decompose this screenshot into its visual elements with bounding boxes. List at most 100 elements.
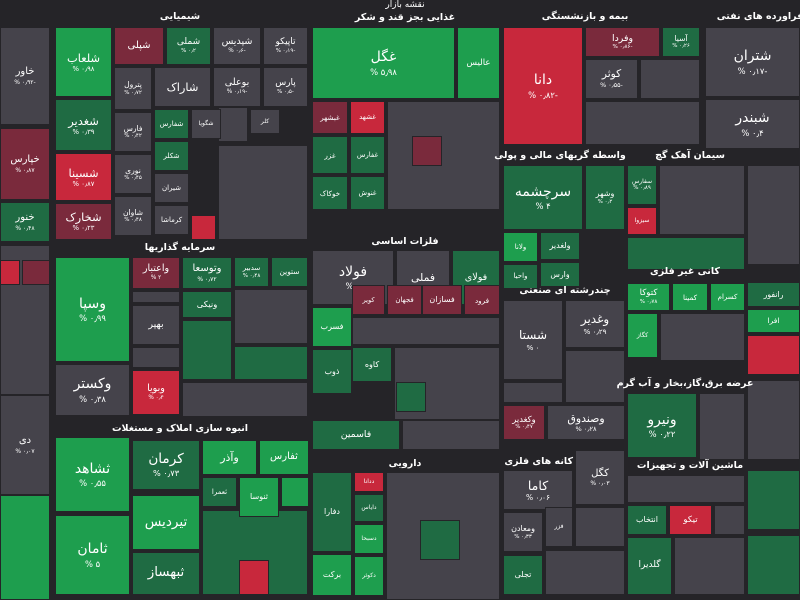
stock-tile[interactable]: کمینا	[672, 283, 708, 311]
stock-tile[interactable]: آسیا ۰٫۲۶ %	[662, 27, 700, 57]
stock-tile[interactable]: ونیکی	[182, 291, 232, 318]
stock-tile[interactable]: ثامان ۵ %	[55, 515, 130, 595]
stock-tile[interactable]: ثفارس	[259, 440, 309, 475]
stock-tile[interactable]: شغدیر ۰٫۳۹ %	[55, 99, 112, 151]
stock-tile[interactable]: سفارس ۰٫۸۹ %	[627, 165, 657, 205]
stock-tile[interactable]: تاپیکو -۰٫۱۹ %	[263, 27, 308, 65]
stock-tile[interactable]: شلعاب ۰٫۹۸ %	[55, 27, 112, 97]
stock-tile[interactable]: غنوش	[350, 176, 385, 210]
stock-tile[interactable]: شکلر	[154, 141, 189, 171]
stock-tile[interactable]: فارس ۰٫۴۲ %	[114, 112, 152, 152]
stock-tile[interactable]: شپلی	[114, 27, 164, 65]
stock-tile[interactable]: ثنوسا	[239, 477, 279, 517]
stock-tile[interactable]: ذوب	[312, 349, 352, 394]
stock-tile[interactable]: غشهد	[350, 101, 385, 134]
stock-tile[interactable]: کگل ۰٫۰۳ %	[575, 450, 625, 505]
stock-tile[interactable]: بوعلی -۰٫۱۹ %	[213, 67, 261, 107]
stock-tile[interactable]: افرا	[747, 309, 800, 333]
stock-tile[interactable]: فاسمین	[312, 420, 400, 450]
stock-tile[interactable]: دفارا	[312, 472, 352, 552]
stock-tile[interactable]: شفارس	[154, 109, 189, 139]
stock-tile[interactable]: دکوثر	[354, 556, 384, 596]
stock-tile[interactable]: شبندر ۰٫۴ %	[705, 99, 800, 149]
stock-tile[interactable]: وکغدیر ۰٫۴۷ %	[503, 405, 545, 440]
stock-tile[interactable]: شاراک	[154, 67, 211, 107]
stock-tile[interactable]: وشهر ۰٫۲ %	[585, 165, 625, 230]
stock-tile[interactable]: دی ۰٫۰۷ %	[0, 395, 50, 495]
stock-tile[interactable]: خوکاک	[312, 176, 348, 210]
stock-tile[interactable]: ثشاهد ۰٫۵۵ %	[55, 437, 130, 512]
stock-tile[interactable]: وآذر	[202, 440, 257, 475]
stock-tile[interactable]: شگویا	[191, 109, 221, 139]
stock-tile[interactable]: ستوین	[271, 257, 308, 287]
stock-tile[interactable]: شتران -۰٫۱۷ %	[705, 27, 800, 97]
stock-tile[interactable]: سیزوا	[627, 207, 657, 235]
stock-tile[interactable]: کاما ۰٫۰۶ %	[503, 470, 573, 510]
stock-tile[interactable]: کسرام	[710, 283, 745, 311]
stock-tile[interactable]: ثبهساز	[132, 552, 200, 595]
stock-tile[interactable]: وتوسعا ۰٫۷۲ %	[182, 257, 232, 289]
stock-tile[interactable]: سدبیر ۰٫۴۸ %	[234, 257, 269, 287]
stock-tile[interactable]: شخارک ۰٫۲۳ %	[55, 203, 112, 240]
stock-tile[interactable]: ومعادن ۰٫۳۳ %	[503, 512, 543, 552]
stock-tile[interactable]: شسینا ۰٫۸۷ %	[55, 153, 112, 201]
stock-tile[interactable]: تجلی	[503, 555, 543, 595]
stock-tile[interactable]: خپارس ۰٫۸۷ %	[0, 128, 50, 200]
stock-tile[interactable]: گلدیرا	[627, 537, 672, 595]
stock-tile[interactable]: کاوه	[352, 347, 392, 382]
stock-tile[interactable]: دسبحا	[354, 524, 384, 554]
stock-tile[interactable]: دانا -۰٫۸۲ %	[503, 27, 583, 145]
stock-tile[interactable]: شاوان ۰٫۴۸ %	[114, 196, 152, 236]
stock-tile[interactable]: تیردیس	[132, 495, 200, 550]
stock-tile[interactable]: تیکو	[669, 505, 712, 535]
stock-tile[interactable]: وغدیر ۰٫۲۹ %	[565, 300, 625, 348]
stock-tile[interactable]: ثعمرا	[202, 477, 237, 507]
stock-tile[interactable]: وکستر ۰٫۳۸ %	[55, 364, 130, 416]
stock-tile[interactable]: واعتبار ۲ %	[132, 257, 180, 289]
stock-tile[interactable]: انتخاب	[627, 505, 667, 535]
stock-tile[interactable]: وفردا -۰٫۸۶ %	[585, 27, 660, 57]
stock-tile[interactable]: برکت	[312, 554, 352, 596]
stock-tile[interactable]: کتوکا ۰٫۷۸ %	[627, 283, 670, 311]
stock-tile[interactable]: کوثر -۰٫۵۵ %	[585, 59, 638, 99]
stock-tile[interactable]: رانفور	[747, 282, 800, 307]
stock-tile[interactable]: خاور -۰٫۹۲ %	[0, 27, 50, 125]
stock-tile[interactable]: کرماشا	[154, 205, 189, 235]
stock-tile[interactable]: غبشهر	[312, 101, 348, 134]
stock-tile[interactable]: فجهان	[387, 285, 422, 315]
stock-tile[interactable]: غفارس	[350, 136, 385, 174]
stock-tile[interactable]: فسرب	[312, 307, 352, 347]
tile-label: گلدیرا	[638, 560, 661, 571]
stock-tile[interactable]: ولغدیر	[540, 232, 580, 260]
stock-tile[interactable]: وارس	[540, 262, 580, 287]
stock-tile[interactable]: فسازان	[422, 285, 462, 315]
tile-change: -۰٫۵ %	[277, 89, 294, 96]
stock-tile[interactable]: نوری ۰٫۴۵ %	[114, 154, 152, 194]
stock-tile[interactable]: سرچشمه ۴ %	[503, 165, 583, 230]
stock-tile[interactable]: عالیس	[457, 27, 500, 99]
stock-tile[interactable]: ونیرو ۰٫۲۲ %	[627, 393, 697, 458]
stock-tile[interactable]: پارس -۰٫۵ %	[263, 67, 308, 107]
stock-tile[interactable]: کرمان ۰٫۷۳ %	[132, 440, 200, 490]
stock-tile[interactable]: غگل ۵٫۹۸ %	[312, 27, 455, 99]
stock-tile[interactable]: وصندوق ۰٫۲۸ %	[547, 405, 625, 440]
stock-tile[interactable]: کلر	[250, 109, 280, 134]
stock-tile[interactable]: شملی ۰٫۲ %	[166, 27, 211, 65]
stock-tile[interactable]: غزر	[312, 136, 348, 174]
stock-tile[interactable]: ولانا	[503, 232, 538, 262]
stock-tile[interactable]: واحیا	[503, 264, 538, 289]
stock-tile[interactable]: شپدیس -۰٫۶ %	[213, 27, 261, 65]
stock-tile[interactable]: خنور ۰٫۴۸ %	[0, 202, 50, 242]
stock-tile[interactable]: دایاس	[354, 494, 384, 522]
stock-tile[interactable]: کویر	[352, 285, 385, 315]
stock-tile[interactable]: کگاز	[627, 313, 658, 358]
stock-tile[interactable]: وسپا ۰٫۹۹ %	[55, 257, 130, 362]
stock-tile[interactable]: ددانا	[354, 472, 384, 492]
stock-tile[interactable]: شستا ۰ %	[503, 300, 563, 380]
stock-tile[interactable]: وبویا ۰٫۴ %	[132, 370, 180, 415]
stock-tile[interactable]: بهپر	[132, 305, 180, 345]
stock-tile[interactable]: فرود	[464, 285, 500, 315]
stock-tile[interactable]: پترول ۰٫۷۲ %	[114, 67, 152, 110]
stock-tile[interactable]: فزر	[545, 507, 573, 547]
stock-tile[interactable]: شیران	[154, 173, 189, 203]
